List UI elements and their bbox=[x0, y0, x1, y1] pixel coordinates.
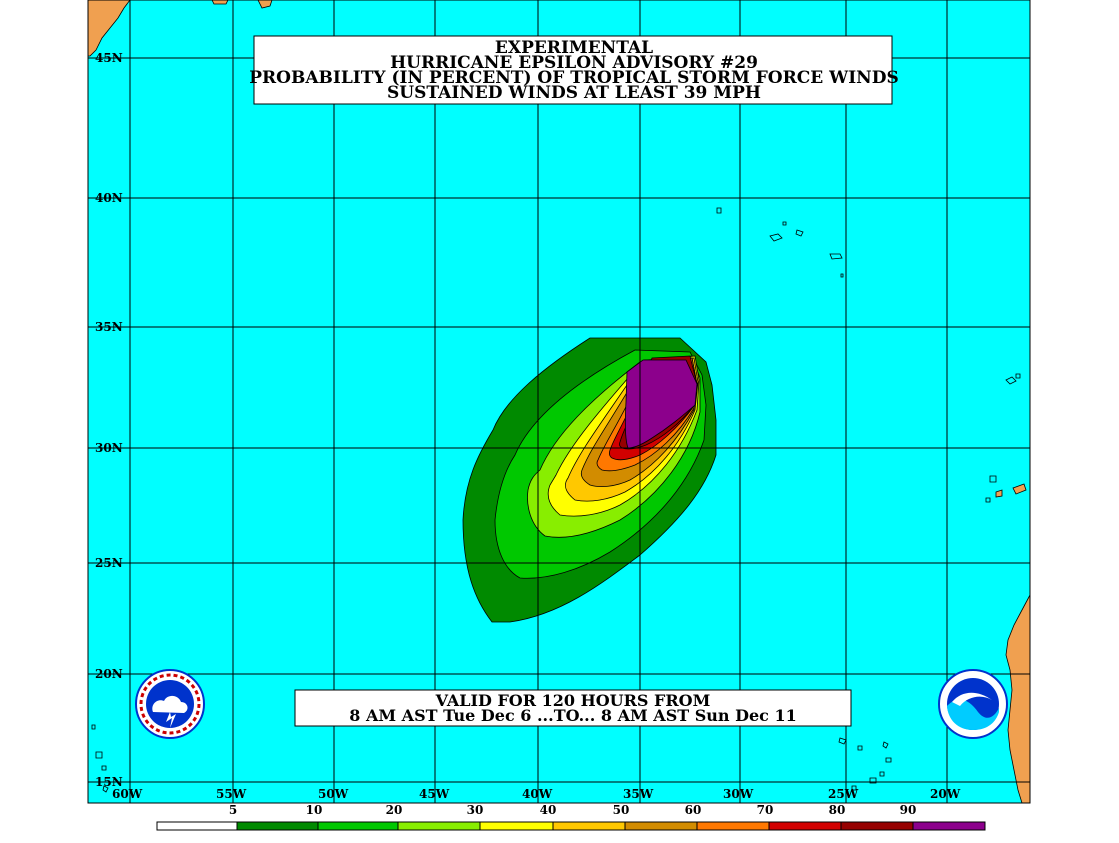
nws-logo-cloud-icon bbox=[152, 695, 188, 713]
legend-swatch-9 bbox=[840, 821, 914, 831]
newfoundland-land bbox=[87, 0, 131, 57]
legend-labels: 5 10 20 30 40 50 60 70 80 90 bbox=[229, 803, 917, 817]
legend-label-70: 70 bbox=[757, 803, 774, 817]
northern-islet-land bbox=[211, 0, 229, 5]
lon-label-20w: 20W bbox=[930, 787, 961, 801]
latitude-labels: 45N 40N 35N 30N 25N 20N 15N bbox=[95, 51, 123, 789]
southern-island-5 bbox=[869, 777, 877, 784]
western-island bbox=[95, 751, 103, 759]
lon-label-30w: 30W bbox=[723, 787, 754, 801]
southern-island-2 bbox=[857, 745, 863, 751]
legend-swatch-1 bbox=[236, 821, 319, 831]
legend-swatch-8 bbox=[768, 821, 842, 831]
map-border bbox=[87, 0, 1031, 804]
lat-label-45n: 45N bbox=[95, 51, 123, 65]
madeira-island-2 bbox=[840, 273, 844, 278]
legend-swatch-10 bbox=[912, 821, 986, 831]
legend-swatch-7 bbox=[696, 821, 770, 831]
valid-time-box-background bbox=[294, 689, 852, 727]
cape-verde-island bbox=[989, 475, 997, 483]
lat-label-25n: 25N bbox=[95, 556, 123, 570]
canary-island-outline bbox=[1005, 376, 1017, 385]
title-line-probability: PROBABILITY (IN PERCENT) OF TROPICAL STO… bbox=[249, 68, 899, 88]
noaa-logo-wave-icon bbox=[947, 699, 999, 730]
probability-contours bbox=[462, 337, 717, 623]
legend-label-90: 90 bbox=[900, 803, 917, 817]
africa-coast-land bbox=[1005, 594, 1031, 804]
lat-label-30n: 30N bbox=[95, 441, 123, 455]
southern-island bbox=[838, 737, 847, 745]
legend-swatches bbox=[156, 821, 986, 831]
legend-label-40: 40 bbox=[540, 803, 557, 817]
cape-verde-island-2 bbox=[985, 497, 991, 503]
legend-swatch-6 bbox=[624, 821, 698, 831]
lat-label-40n: 40N bbox=[95, 191, 123, 205]
legend-label-80: 80 bbox=[829, 803, 846, 817]
azores-island-2 bbox=[769, 233, 783, 242]
title-box: EXPERIMENTAL HURRICANE EPSILON ADVISORY … bbox=[249, 35, 899, 105]
contour-90-percent bbox=[625, 359, 698, 449]
legend-label-10: 10 bbox=[306, 803, 323, 817]
canary-island-land bbox=[1012, 483, 1027, 495]
small-islands bbox=[91, 207, 1021, 793]
lon-label-50w: 50W bbox=[318, 787, 349, 801]
lon-label-35w: 35W bbox=[623, 787, 654, 801]
land-areas bbox=[87, 0, 1031, 804]
azores-island-3 bbox=[795, 229, 804, 237]
noaa-logo-bird-icon bbox=[952, 692, 992, 706]
lon-label-25w: 25W bbox=[828, 787, 859, 801]
western-island-2 bbox=[101, 765, 107, 771]
title-line-advisory: HURRICANE EPSILON ADVISORY #29 bbox=[390, 53, 758, 73]
southern-island-3 bbox=[882, 741, 889, 749]
legend-swatch-5 bbox=[552, 821, 626, 831]
lon-label-45w: 45W bbox=[419, 787, 450, 801]
grid-lines bbox=[88, 0, 1030, 803]
western-island-4 bbox=[102, 785, 109, 793]
legend: 5 10 20 30 40 50 60 70 80 90 bbox=[156, 803, 986, 831]
lat-label-35n: 35N bbox=[95, 320, 123, 334]
western-island-3 bbox=[91, 724, 96, 730]
noaa-logo bbox=[938, 669, 1008, 739]
legend-label-60: 60 bbox=[685, 803, 702, 817]
legend-swatch-0 bbox=[156, 821, 238, 831]
nws-logo-lightning-icon bbox=[166, 712, 176, 728]
legend-label-20: 20 bbox=[386, 803, 403, 817]
legend-label-30: 30 bbox=[467, 803, 484, 817]
legend-swatch-2 bbox=[317, 821, 399, 831]
azores-island bbox=[716, 207, 722, 214]
valid-time-box: VALID FOR 120 HOURS FROM 8 AM AST Tue De… bbox=[294, 689, 852, 727]
southern-island-7 bbox=[851, 785, 857, 791]
national-weather-service-logo bbox=[135, 669, 205, 739]
legend-label-50: 50 bbox=[613, 803, 630, 817]
title-box-background bbox=[253, 35, 893, 105]
canary-island-land-2 bbox=[995, 489, 1003, 498]
southern-island-6 bbox=[879, 771, 885, 777]
northern-islet-land-2 bbox=[257, 0, 273, 9]
legend-swatch-4 bbox=[479, 821, 554, 831]
lon-label-40w: 40W bbox=[522, 787, 553, 801]
madeira-island bbox=[829, 253, 843, 260]
legend-label-5: 5 bbox=[229, 803, 237, 817]
lon-label-55w: 55W bbox=[216, 787, 247, 801]
lat-label-20n: 20N bbox=[95, 667, 123, 681]
valid-line-period: 8 AM AST Tue Dec 6 ...TO... 8 AM AST Sun… bbox=[349, 706, 797, 725]
canary-island-outline-2 bbox=[1015, 373, 1021, 379]
title-line-sustained-winds: SUSTAINED WINDS AT LEAST 39 MPH bbox=[387, 83, 761, 103]
legend-swatch-3 bbox=[397, 821, 481, 831]
lat-label-15n: 15N bbox=[95, 775, 123, 789]
nws-logo-red-ring bbox=[139, 673, 201, 735]
valid-line-from: VALID FOR 120 HOURS FROM bbox=[435, 691, 711, 710]
azores-island-4 bbox=[782, 221, 787, 226]
longitude-labels: 60W 55W 50W 45W 40W 35W 30W 25W 20W bbox=[112, 787, 961, 801]
title-line-experimental: EXPERIMENTAL bbox=[495, 38, 653, 58]
southern-island-4 bbox=[885, 757, 892, 763]
lon-label-60w: 60W bbox=[112, 787, 143, 801]
